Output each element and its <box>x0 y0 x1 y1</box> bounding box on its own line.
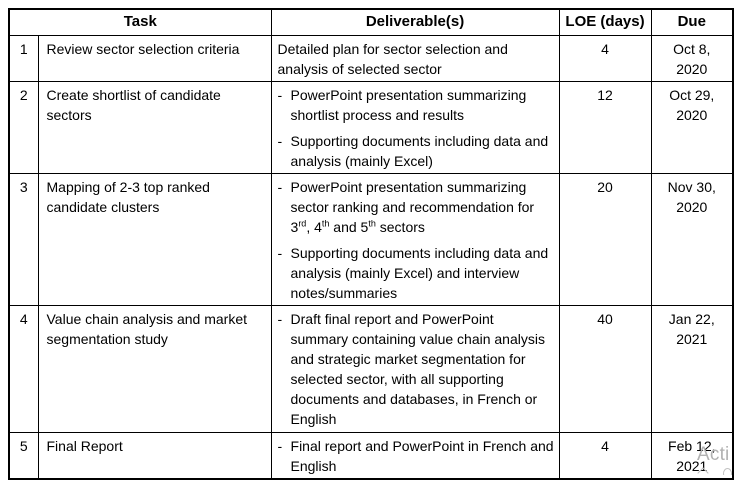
deliverable-text: Detailed plan for sector selection and a… <box>277 40 508 77</box>
table-body: 1 Review sector selection criteria Detaile… <box>8 34 734 479</box>
table-row: 4 Value chain analysis and market segment… <box>8 304 734 433</box>
task-cell: Create shortlist of candidate sectors <box>37 80 272 174</box>
header-task: Task <box>8 8 272 36</box>
deliverable-item: - PowerPoint presentation summarizing sho… <box>278 85 555 125</box>
watermark-letter-fragment-icon <box>723 468 732 475</box>
deliverables-cell: Detailed plan for sector selection and a… <box>270 34 560 82</box>
ordinal-superscript: th <box>368 217 376 228</box>
deliverable-item: - Supporting documents including data and… <box>278 243 555 303</box>
loe-cell: 4 <box>558 34 652 82</box>
deliverable-item: - Supporting documents including data and… <box>278 131 555 171</box>
deliverable-item: - Draft final report and PowerPoint summa… <box>278 309 555 429</box>
watermark-fragments <box>697 466 735 475</box>
deliverable-text: Draft final report and PowerPoint summar… <box>290 310 545 427</box>
deliverable-text: Final report and PowerPoint in French an… <box>290 437 554 474</box>
deliverables-cell: - PowerPoint presentation summarizing sho… <box>270 80 560 174</box>
deliverables-cell: - PowerPoint presentation summarizing sec… <box>270 172 560 306</box>
row-number-cell: 2 <box>8 80 39 174</box>
due-cell: Feb 12, 2021 <box>650 431 734 479</box>
bullet-dash: - <box>277 132 283 149</box>
bullet-dash: - <box>277 310 283 327</box>
table-row: 5 Final Report - Final report and PowerPoin… <box>8 431 734 479</box>
ordinal-superscript: th <box>321 217 330 228</box>
header-deliverables: Deliverable(s) <box>270 8 560 36</box>
watermark-letter-fragment-icon <box>697 467 709 475</box>
deliverables-cell: - Draft final report and PowerPoint summa… <box>270 304 560 433</box>
task-cell: Final Report <box>37 431 272 479</box>
header-loe: LOE (days) <box>558 8 652 36</box>
bullet-dash: - <box>277 86 283 103</box>
table-row: 1 Review sector selection criteria Detaile… <box>8 34 734 82</box>
loe-cell: 20 <box>558 172 652 306</box>
header-due: Due <box>650 8 734 36</box>
deliverable-text: PowerPoint presentation summarizing sect… <box>290 178 535 235</box>
loe-cell: 40 <box>558 304 652 433</box>
due-cell: Jan 22, 2021 <box>650 304 734 433</box>
deliverable-text: Supporting documents including data and … <box>290 132 549 169</box>
due-cell: Oct 29, 2020 <box>650 80 734 174</box>
task-cell: Mapping of 2-3 top ranked candidate clus… <box>37 172 272 306</box>
header-row: Task Deliverable(s) LOE (days) Due <box>8 8 734 36</box>
row-number-cell: 3 <box>8 172 39 306</box>
ordinal-superscript: rd <box>298 217 307 228</box>
deliverable-text: Supporting documents including data and … <box>290 244 549 301</box>
task-cell: Value chain analysis and market segmenta… <box>37 304 272 433</box>
due-cell: Oct 8, 2020 <box>650 34 734 82</box>
deliverable-text: PowerPoint presentation summarizing shor… <box>290 86 527 123</box>
bullet-dash: - <box>277 244 283 261</box>
loe-cell: 12 <box>558 80 652 174</box>
loe-cell: 4 <box>558 431 652 479</box>
table-row: 2 Create shortlist of candidate sectors - P… <box>8 80 734 174</box>
bullet-dash: - <box>277 178 283 195</box>
row-number-cell: 5 <box>8 431 39 479</box>
deliverables-table: Task Deliverable(s) LOE (days) Due 1 Revi… <box>8 8 735 480</box>
row-number-cell: 1 <box>8 34 39 82</box>
deliverable-item: - Final report and PowerPoint in French a… <box>278 436 555 476</box>
row-number-cell: 4 <box>8 304 39 433</box>
task-cell: Review sector selection criteria <box>37 34 272 82</box>
bullet-dash: - <box>277 437 283 454</box>
deliverable-item: Detailed plan for sector selection and a… <box>278 39 555 79</box>
deliverables-cell: - Final report and PowerPoint in French a… <box>270 431 560 479</box>
activate-windows-watermark: Acti <box>697 444 730 465</box>
table-row: 3 Mapping of 2-3 top ranked candidate clu… <box>8 172 734 306</box>
due-cell: Nov 30, 2020 <box>650 172 734 306</box>
deliverable-item: - PowerPoint presentation summarizing sec… <box>278 177 555 237</box>
